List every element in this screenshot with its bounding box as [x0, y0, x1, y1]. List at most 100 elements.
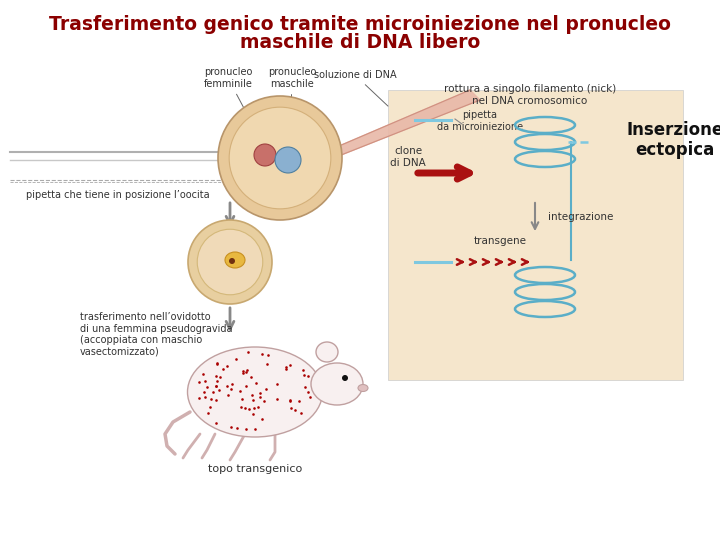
Point [257, 415, 269, 423]
Point [240, 368, 251, 376]
FancyBboxPatch shape [388, 90, 683, 380]
Text: soluzione di DNA: soluzione di DNA [314, 70, 396, 106]
Polygon shape [318, 90, 480, 161]
Point [262, 350, 274, 359]
Point [271, 395, 282, 403]
Point [255, 389, 266, 397]
Point [249, 425, 261, 434]
Point [284, 360, 296, 369]
Point [294, 396, 305, 405]
Point [271, 380, 283, 388]
Point [194, 377, 205, 386]
Circle shape [229, 258, 235, 264]
Point [284, 396, 296, 405]
Point [211, 377, 222, 386]
Point [199, 393, 211, 402]
Point [248, 403, 260, 412]
Point [247, 395, 258, 404]
Point [225, 385, 237, 394]
Text: pipetta che tiene in posizione l’oocita: pipetta che tiene in posizione l’oocita [26, 190, 210, 200]
Point [298, 371, 310, 380]
Point [261, 385, 272, 394]
Point [210, 372, 222, 380]
Point [243, 347, 254, 356]
Point [261, 360, 273, 368]
Point [221, 362, 233, 370]
Point [248, 410, 259, 419]
Text: pronucleo
femminile: pronucleo femminile [204, 68, 261, 141]
Point [210, 382, 221, 391]
Circle shape [275, 147, 301, 173]
Circle shape [197, 230, 263, 295]
Point [235, 402, 247, 411]
Text: Trasferimento genico tramite microiniezione nel pronucleo: Trasferimento genico tramite microiniezi… [49, 16, 671, 35]
Text: clone
di DNA: clone di DNA [390, 146, 426, 168]
Point [221, 382, 233, 390]
Point [285, 403, 297, 412]
Point [204, 403, 215, 411]
Point [230, 424, 242, 433]
Point [252, 403, 264, 411]
Point [246, 372, 257, 381]
Point [206, 395, 217, 404]
Circle shape [342, 375, 348, 381]
Point [210, 381, 221, 390]
Circle shape [254, 144, 276, 166]
Point [241, 366, 253, 374]
Point [207, 388, 219, 396]
Text: trasferimento nell’ovidotto
di una femmina pseudogravida
(accoppiata con maschio: trasferimento nell’ovidotto di una femmi… [80, 312, 233, 357]
Ellipse shape [187, 347, 323, 437]
Point [197, 370, 209, 379]
Point [199, 377, 211, 386]
Text: transgene: transgene [474, 236, 526, 246]
Ellipse shape [311, 363, 363, 405]
Point [280, 365, 292, 374]
Point [299, 382, 310, 391]
Point [235, 387, 246, 396]
Point [254, 393, 266, 402]
Text: topo transgenico: topo transgenico [208, 464, 302, 474]
Point [239, 403, 251, 412]
Text: Inserzione
ectopica: Inserzione ectopica [626, 120, 720, 159]
Point [247, 391, 258, 400]
Text: pipetta
da microiniezione: pipetta da microiniezione [437, 110, 523, 132]
Point [280, 363, 292, 372]
Point [304, 393, 315, 402]
Text: rottura a singolo filamento (nick)
nel DNA cromosomico: rottura a singolo filamento (nick) nel D… [444, 84, 616, 106]
Point [227, 380, 238, 388]
Ellipse shape [358, 384, 368, 391]
Point [302, 387, 313, 396]
Point [289, 406, 301, 414]
Point [295, 409, 307, 417]
Point [297, 366, 308, 375]
Point [202, 383, 213, 391]
Point [256, 349, 268, 358]
Point [194, 394, 205, 402]
Point [198, 388, 210, 396]
Point [203, 409, 215, 417]
Point [238, 369, 249, 377]
Point [230, 354, 242, 363]
Circle shape [229, 107, 330, 209]
Point [238, 367, 249, 375]
Point [251, 379, 262, 387]
Point [222, 390, 233, 399]
Text: maschile di DNA libero: maschile di DNA libero [240, 32, 480, 51]
Point [214, 386, 225, 394]
Point [284, 396, 296, 404]
Circle shape [188, 220, 272, 304]
Ellipse shape [225, 252, 245, 268]
Text: pronucleo
maschile: pronucleo maschile [268, 68, 316, 144]
Point [212, 359, 223, 367]
Text: integrazione: integrazione [548, 212, 613, 222]
Point [236, 394, 248, 403]
Point [258, 396, 270, 405]
Point [225, 422, 237, 431]
Point [240, 382, 251, 390]
Circle shape [218, 96, 342, 220]
Point [240, 425, 252, 434]
Point [217, 365, 229, 374]
Point [243, 405, 254, 414]
Point [214, 373, 225, 382]
Ellipse shape [316, 342, 338, 362]
